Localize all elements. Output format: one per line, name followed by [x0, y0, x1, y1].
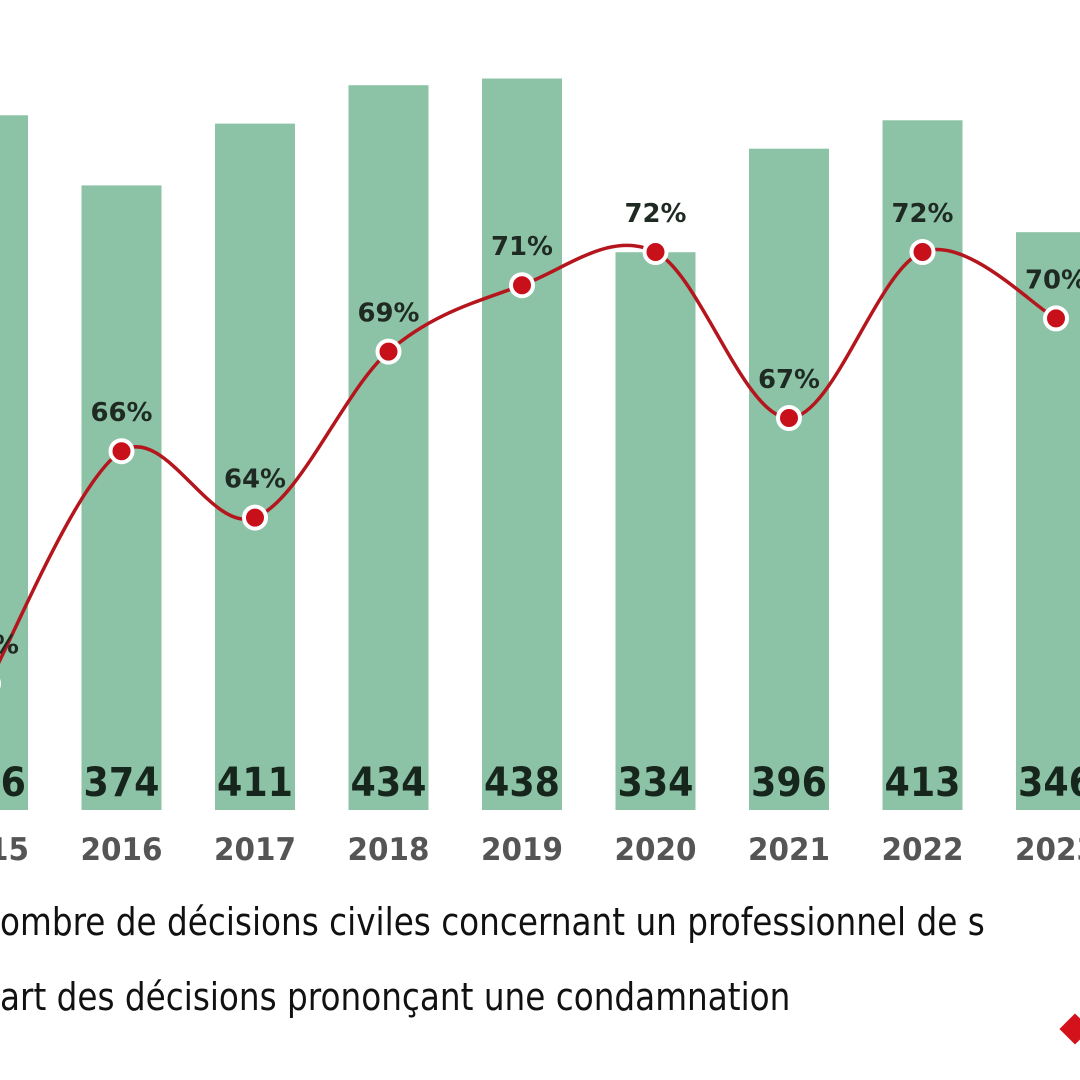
x-tick-label: 2023 — [1015, 832, 1080, 868]
x-tick-label: 2018 — [348, 832, 430, 868]
line-point-label: 59% — [0, 631, 19, 661]
line-point-label: 71% — [491, 232, 553, 262]
bar-value-label: 413 — [885, 760, 961, 806]
bar — [81, 185, 162, 811]
bar — [882, 120, 963, 811]
x-tick-label: 2019 — [481, 832, 563, 868]
line-point — [909, 239, 936, 265]
bar-value-label: 411 — [217, 760, 293, 806]
line-point — [375, 338, 402, 365]
line-point — [509, 272, 535, 299]
bar — [615, 252, 696, 811]
line-point — [108, 438, 135, 465]
x-tick-label: 2020 — [615, 832, 697, 868]
bar — [348, 85, 429, 811]
line-point — [642, 239, 669, 265]
x-tick-label: 2017 — [214, 832, 296, 868]
line-point-label: 72% — [892, 199, 954, 229]
bar-value-label: 438 — [484, 760, 560, 806]
x-tick-label: 2015 — [0, 832, 29, 868]
line-point-label: 70% — [1025, 265, 1080, 295]
line-point-label: 69% — [358, 299, 420, 329]
line-point-label: 67% — [758, 365, 820, 395]
bar-value-label: 396 — [751, 760, 827, 806]
line-point-label: 72% — [625, 199, 687, 229]
x-tick-label: 2022 — [882, 832, 964, 868]
bar-value-label: 334 — [618, 760, 694, 806]
legend-item-line: art des décisions prononçant une condamn… — [0, 975, 791, 1019]
bar-value-label: 374 — [84, 760, 160, 806]
legend-item-bars: ombre de décisions civiles concernant un… — [0, 900, 985, 944]
bar-value-label: 346 — [1018, 760, 1080, 806]
x-tick-label: 2016 — [81, 832, 163, 868]
bar — [0, 115, 28, 810]
bar — [215, 123, 295, 810]
line-point — [242, 504, 268, 531]
bar — [482, 78, 562, 811]
line-point-label: 66% — [91, 398, 153, 428]
x-tick-label: 2021 — [748, 832, 830, 868]
legend-line-marker-icon — [1059, 1013, 1080, 1045]
bar-value-label: 416 — [0, 760, 26, 806]
line-point — [776, 405, 802, 431]
chart: 416 2015 374 2016 411 2017 434 2018 438 2019 334 20… — [0, 78, 1080, 868]
line-point-label: 64% — [224, 465, 286, 495]
bar — [749, 148, 829, 810]
line-point — [1043, 305, 1069, 332]
bar-value-label: 434 — [351, 760, 427, 806]
